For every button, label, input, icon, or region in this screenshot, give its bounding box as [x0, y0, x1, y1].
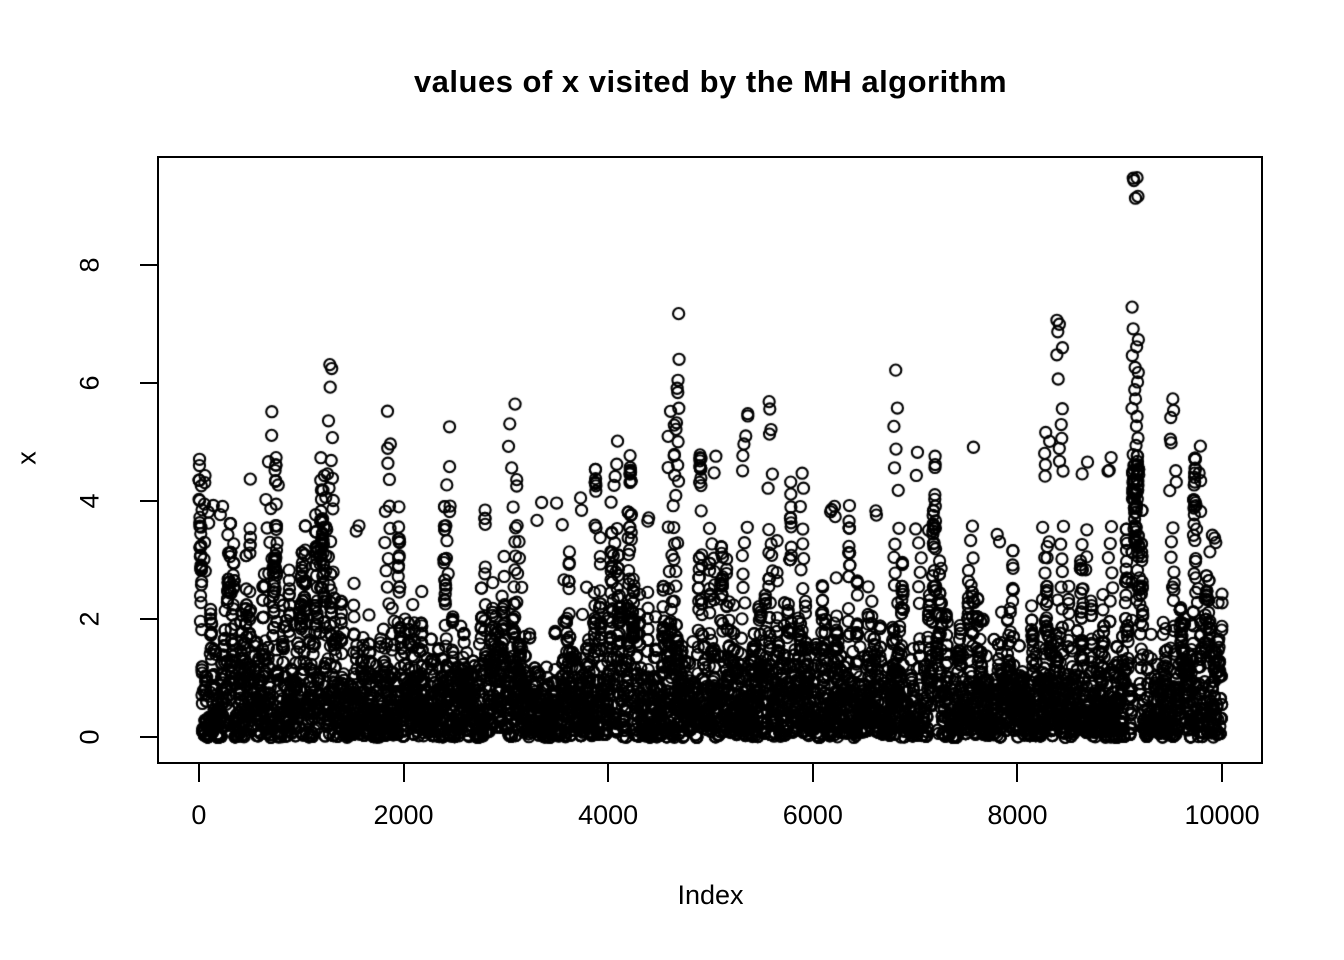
- x-tick-label: 2000: [373, 800, 434, 830]
- y-axis-tick: [140, 382, 158, 385]
- x-axis-tick: [1016, 764, 1019, 782]
- y-axis-tick: [140, 618, 158, 621]
- x-tick-label: 0: [191, 800, 207, 830]
- x-tick-label: 8000: [987, 800, 1048, 830]
- y-axis-tick: [140, 264, 158, 267]
- y-tick-label: 6: [74, 375, 105, 391]
- y-tick-label: 8: [74, 257, 105, 273]
- x-tick-label: 4000: [578, 800, 639, 830]
- x-axis-tick: [1221, 764, 1224, 782]
- scatter-points-canvas: [158, 157, 1263, 764]
- y-tick-label: 4: [74, 493, 105, 509]
- x-axis-tick: [811, 764, 814, 782]
- y-tick-label: 2: [74, 611, 105, 627]
- x-axis-tick: [402, 764, 405, 782]
- y-tick-label: 0: [74, 729, 105, 745]
- y-axis-tick: [140, 736, 158, 739]
- x-axis-label: Index: [677, 880, 744, 910]
- y-axis-label: x: [11, 451, 42, 465]
- x-axis-tick: [607, 764, 610, 782]
- y-axis-tick: [140, 500, 158, 503]
- chart-title: values of x visited by the MH algorithm: [413, 64, 1008, 99]
- x-tick-label: 6000: [782, 800, 843, 830]
- x-tick-label: 10000: [1184, 800, 1260, 830]
- x-axis-tick: [197, 764, 200, 782]
